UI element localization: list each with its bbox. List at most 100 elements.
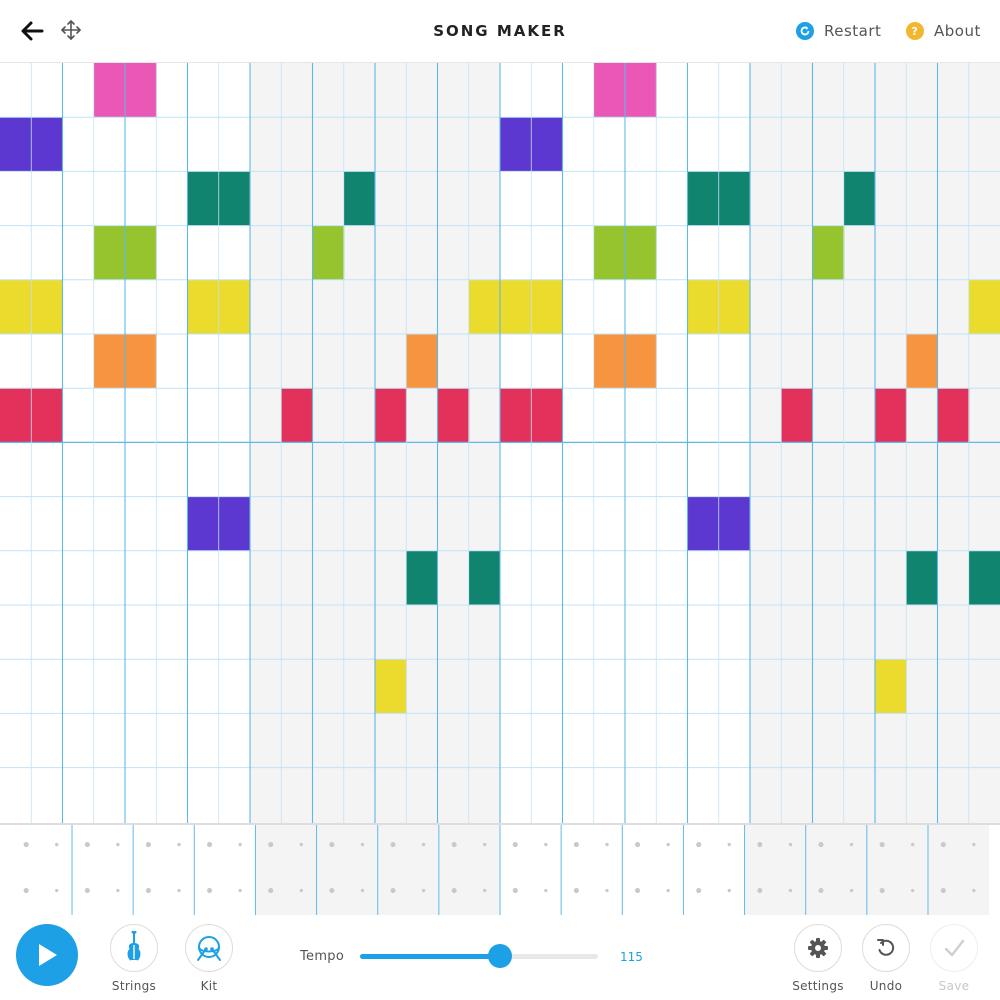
note-cell[interactable] (93, 334, 126, 389)
instrument-strings-button[interactable]: Strings (99, 924, 169, 993)
rhythm-dot[interactable] (329, 842, 335, 848)
melody-grid[interactable] (0, 63, 1000, 823)
rhythm-dot[interactable] (757, 888, 763, 894)
rhythm-dot[interactable] (972, 842, 976, 847)
rhythm-dot[interactable] (116, 842, 120, 847)
rhythm-dot[interactable] (635, 842, 641, 848)
note-cell[interactable] (687, 279, 720, 334)
note-cell[interactable] (500, 279, 532, 334)
note-cell[interactable] (906, 550, 938, 605)
note-cell[interactable] (718, 496, 751, 551)
note-cell[interactable] (781, 388, 813, 443)
rhythm-grid[interactable] (0, 823, 1000, 915)
rhythm-dot[interactable] (360, 888, 365, 893)
note-cell[interactable] (93, 63, 126, 118)
rhythm-dot[interactable] (818, 842, 824, 848)
note-cell[interactable] (218, 496, 251, 551)
note-cell[interactable] (937, 388, 970, 443)
note-cell[interactable] (875, 388, 907, 443)
rhythm-dot[interactable] (268, 888, 274, 894)
rhythm-dot[interactable] (451, 888, 457, 894)
note-cell[interactable] (375, 388, 407, 443)
note-cell[interactable] (0, 279, 32, 334)
rhythm-dot[interactable] (238, 842, 242, 847)
note-cell[interactable] (687, 496, 720, 551)
rhythm-dot[interactable] (544, 842, 548, 847)
note-cell[interactable] (593, 63, 626, 118)
rhythm-dot[interactable] (207, 842, 213, 848)
rhythm-dot[interactable] (666, 842, 670, 847)
note-cell[interactable] (468, 279, 501, 334)
tempo-slider[interactable] (360, 954, 598, 959)
settings-button[interactable]: Settings (783, 924, 853, 993)
rhythm-dot[interactable] (177, 888, 181, 893)
note-cell[interactable] (625, 225, 657, 280)
rhythm-dot[interactable] (55, 842, 59, 847)
rhythm-dot[interactable] (55, 888, 59, 893)
rhythm-dot[interactable] (727, 888, 731, 893)
note-cell[interactable] (531, 279, 563, 334)
note-cell[interactable] (187, 171, 220, 226)
rhythm-dot[interactable] (635, 888, 641, 894)
tempo-slider-thumb[interactable] (488, 944, 513, 968)
note-cell[interactable] (875, 659, 907, 714)
note-cell[interactable] (93, 225, 126, 280)
rhythm-dot[interactable] (451, 842, 457, 848)
note-cell[interactable] (0, 117, 32, 172)
rhythm-dot[interactable] (573, 888, 579, 894)
rhythm-dot[interactable] (544, 888, 548, 893)
rhythm-dot[interactable] (512, 888, 518, 894)
rhythm-dot[interactable] (849, 888, 854, 893)
rhythm-dot[interactable] (421, 842, 426, 847)
note-cell[interactable] (718, 279, 751, 334)
rhythm-dot[interactable] (207, 888, 213, 894)
note-cell[interactable] (437, 388, 470, 443)
note-cell[interactable] (625, 63, 657, 118)
note-cell[interactable] (500, 388, 532, 443)
rhythm-dot[interactable] (849, 842, 854, 847)
note-cell[interactable] (343, 171, 376, 226)
note-cell[interactable] (968, 279, 1000, 334)
rhythm-dot[interactable] (145, 842, 151, 848)
note-cell[interactable] (687, 171, 720, 226)
note-cell[interactable] (312, 225, 345, 280)
rhythm-dot[interactable] (84, 888, 90, 894)
rhythm-dot[interactable] (177, 842, 181, 847)
rhythm-dot[interactable] (911, 888, 915, 893)
rhythm-dot[interactable] (390, 842, 396, 848)
rhythm-dot[interactable] (972, 888, 976, 893)
note-cell[interactable] (531, 388, 563, 443)
rhythm-dot[interactable] (573, 842, 579, 848)
note-cell[interactable] (406, 550, 438, 605)
rhythm-dot[interactable] (911, 842, 915, 847)
rhythm-dot[interactable] (605, 888, 609, 893)
rhythm-dot[interactable] (390, 888, 396, 894)
rhythm-dot[interactable] (666, 888, 670, 893)
rhythm-dot[interactable] (605, 842, 609, 847)
note-cell[interactable] (31, 388, 63, 443)
note-cell[interactable] (187, 496, 220, 551)
rhythm-dot[interactable] (512, 842, 518, 848)
note-cell[interactable] (125, 63, 157, 118)
note-cell[interactable] (906, 334, 938, 389)
rhythm-dot[interactable] (84, 842, 90, 848)
note-cell[interactable] (500, 117, 532, 172)
rhythm-dot[interactable] (727, 842, 731, 847)
rhythm-dot[interactable] (696, 842, 702, 848)
back-button[interactable] (18, 18, 46, 44)
note-cell[interactable] (843, 171, 876, 226)
rhythm-dot[interactable] (879, 842, 885, 848)
note-cell[interactable] (468, 550, 501, 605)
rhythm-dot[interactable] (483, 888, 487, 893)
rhythm-dot[interactable] (360, 842, 365, 847)
rhythm-dot[interactable] (268, 842, 274, 848)
note-cell[interactable] (531, 117, 563, 172)
note-cell[interactable] (593, 225, 626, 280)
play-button[interactable] (16, 924, 78, 986)
rhythm-dot[interactable] (299, 842, 303, 847)
rhythm-dot[interactable] (299, 888, 303, 893)
note-cell[interactable] (968, 550, 1000, 605)
note-cell[interactable] (187, 279, 220, 334)
rhythm-dot[interactable] (788, 888, 793, 893)
note-cell[interactable] (375, 659, 407, 714)
